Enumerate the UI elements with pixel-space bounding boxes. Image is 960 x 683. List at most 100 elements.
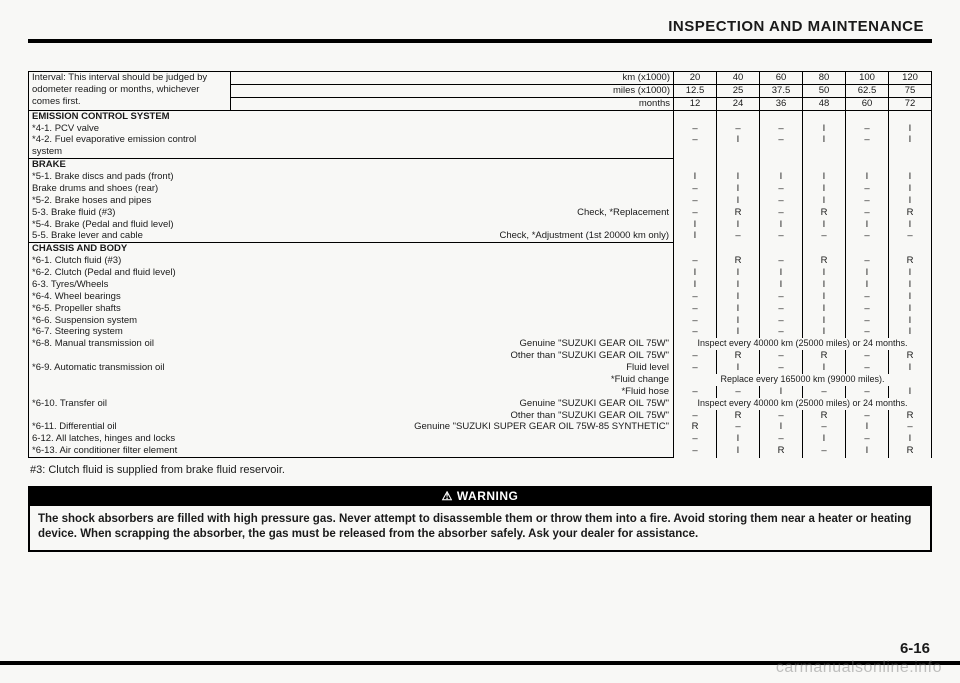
table-cell: R (889, 410, 932, 422)
table-cell: – (846, 350, 889, 362)
table-row: *6-2. Clutch (Pedal and fluid level)IIII… (29, 267, 932, 279)
table-cell: I (803, 279, 846, 291)
item-mid (231, 134, 674, 158)
item-label: *5-1. Brake discs and pads (front) (29, 171, 231, 183)
table-row: *6-5. Propeller shafts–I–I–I (29, 303, 932, 315)
table-cell: – (846, 195, 889, 207)
table-cell: – (846, 315, 889, 327)
item-label (29, 374, 231, 386)
table-cell: I (717, 291, 760, 303)
table-cell: I (803, 123, 846, 135)
table-row: *5-1. Brake discs and pads (front)IIIIII (29, 171, 932, 183)
table-cell: I (717, 171, 760, 183)
table-cell: – (674, 207, 717, 219)
table-cell: I (846, 219, 889, 231)
item-label: *6-11. Differential oil (29, 421, 231, 433)
footnote: #3: Clutch fluid is supplied from brake … (30, 464, 932, 476)
item-label: *5-2. Brake hoses and pipes (29, 195, 231, 207)
item-mid: *Fluid hose (231, 386, 674, 398)
table-row: 5-3. Brake fluid (#3)Check, *Replacement… (29, 207, 932, 219)
table-cell: R (803, 255, 846, 267)
table-row: *Fluid hose––I––I (29, 386, 932, 398)
table-cell: – (760, 207, 803, 219)
item-label: *6-2. Clutch (Pedal and fluid level) (29, 267, 231, 279)
table-cell: – (760, 433, 803, 445)
table-cell: R (717, 207, 760, 219)
table-cell: – (760, 326, 803, 338)
table-cell: – (760, 350, 803, 362)
table-cell: – (760, 255, 803, 267)
table-cell: R (717, 255, 760, 267)
item-mid (231, 291, 674, 303)
section-title: EMISSION CONTROL SYSTEM (29, 110, 674, 122)
table-cell: I (846, 445, 889, 457)
table-cell: I (717, 183, 760, 195)
table-cell: – (803, 386, 846, 398)
table-cell: R (803, 350, 846, 362)
table-cell: – (760, 362, 803, 374)
item-label: *6-10. Transfer oil (29, 398, 231, 410)
item-mid (231, 279, 674, 291)
table-cell: I (674, 230, 717, 242)
table-cell: I (889, 171, 932, 183)
table-cell: I (760, 279, 803, 291)
table-cell: R (889, 207, 932, 219)
table-cell: – (760, 315, 803, 327)
table-cell: – (846, 410, 889, 422)
item-mid (231, 183, 674, 195)
table-cell: I (846, 171, 889, 183)
table-cell: I (889, 291, 932, 303)
section-chassis: CHASSIS AND BODY (29, 243, 932, 255)
item-label (29, 386, 231, 398)
table-cell: – (717, 123, 760, 135)
table-cell: – (674, 183, 717, 195)
table-cell: I (717, 267, 760, 279)
table-row: *6-8. Manual transmission oilGenuine "SU… (29, 338, 932, 350)
table-cell: – (674, 433, 717, 445)
maintenance-table: Interval: This interval should be judged… (28, 71, 932, 458)
table-cell: I (803, 267, 846, 279)
table-cell: – (674, 123, 717, 135)
row-label-km: km (x1000) (231, 72, 674, 85)
table-cell: I (889, 386, 932, 398)
table-cell: – (674, 291, 717, 303)
item-mid: Genuine "SUZUKI GEAR OIL 75W" (231, 398, 674, 410)
table-cell: – (760, 303, 803, 315)
table-cell: I (717, 362, 760, 374)
table-cell: I (846, 267, 889, 279)
table-cell: – (674, 410, 717, 422)
table-cell: – (846, 230, 889, 242)
table-row: 5-5. Brake lever and cableCheck, *Adjust… (29, 230, 932, 242)
watermark: carmanualsonline.info (776, 659, 942, 677)
table-cell: I (889, 183, 932, 195)
table-cell: – (803, 421, 846, 433)
item-mid (231, 445, 674, 457)
item-label: 6-12. All latches, hinges and locks (29, 433, 231, 445)
table-row: Other than "SUZUKI GEAR OIL 75W"–R–R–R (29, 410, 932, 422)
table-cell: – (674, 134, 717, 158)
table-cell: – (674, 362, 717, 374)
table-cell: I (889, 195, 932, 207)
table-cell: I (889, 219, 932, 231)
table-row: *6-11. Differential oilGenuine "SUZUKI S… (29, 421, 932, 433)
table-cell: R (889, 350, 932, 362)
table-row: Brake drums and shoes (rear)–I–I–I (29, 183, 932, 195)
item-mid (231, 195, 674, 207)
table-cell: I (889, 315, 932, 327)
item-mid: *Fluid change (231, 374, 674, 386)
table-cell: – (674, 255, 717, 267)
row-label-miles: miles (x1000) (231, 84, 674, 97)
item-label: *4-1. PCV valve (29, 123, 231, 135)
table-cell: I (803, 219, 846, 231)
table-cell: – (846, 255, 889, 267)
item-mid (231, 267, 674, 279)
table-cell: I (760, 171, 803, 183)
item-label: *6-9. Automatic transmission oil (29, 362, 231, 374)
item-label: *6-5. Propeller shafts (29, 303, 231, 315)
table-cell: – (674, 386, 717, 398)
table-cell: I (889, 362, 932, 374)
table-cell: I (803, 362, 846, 374)
table-span: Inspect every 40000 km (25000 miles) or … (674, 338, 932, 350)
table-cell: – (846, 362, 889, 374)
item-label: 6-3. Tyres/Wheels (29, 279, 231, 291)
